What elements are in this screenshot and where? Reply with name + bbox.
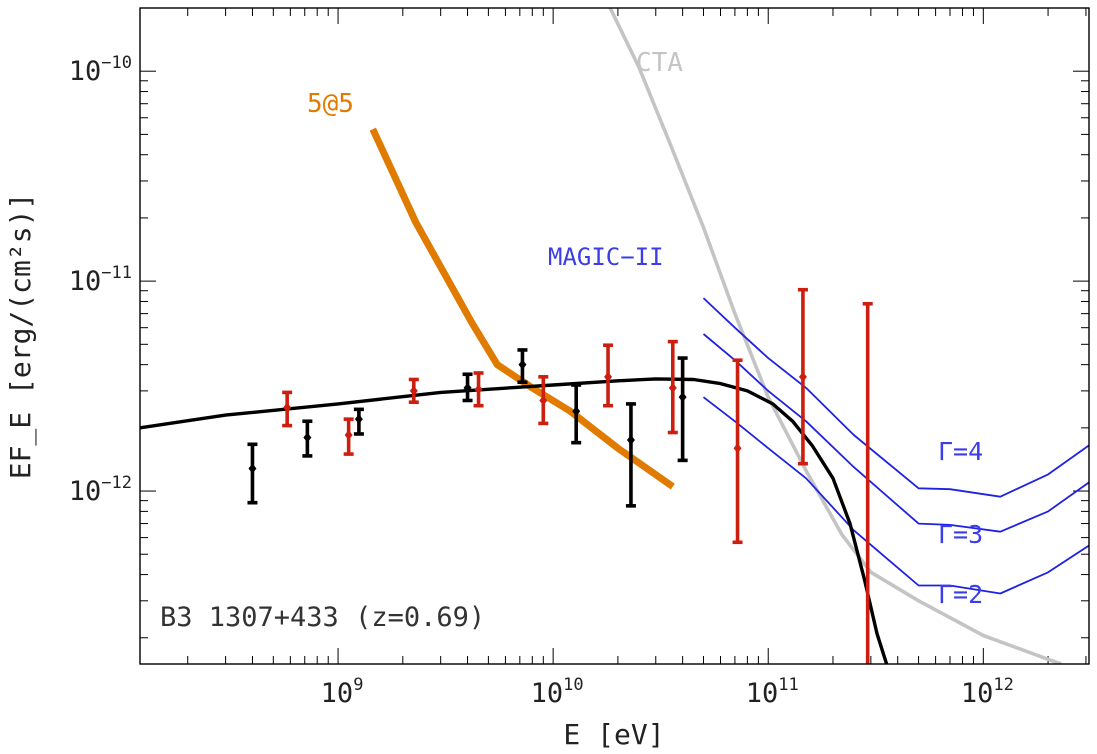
label-5at5: 5@5 xyxy=(307,89,354,119)
red-data-point xyxy=(344,429,353,440)
y-tick-label-1e-12: 10−12 xyxy=(69,473,132,507)
black-data-point xyxy=(626,435,635,446)
black-data-point xyxy=(572,406,581,417)
x-tick-labels: 109 1010 1011 1012 xyxy=(321,675,1014,709)
plot-frame xyxy=(139,7,1090,665)
label-gamma-2: Γ=2 xyxy=(938,580,983,609)
x-tick-label-1e9: 109 xyxy=(321,675,364,709)
magic-gamma2-curve xyxy=(702,396,1089,595)
red-data-point xyxy=(798,371,807,382)
y-tick-label-1e-11: 10−11 xyxy=(69,263,132,297)
x-tick-label-1e12: 1012 xyxy=(961,675,1014,709)
magic-gamma3-curve xyxy=(702,333,1089,533)
black-data-point xyxy=(248,463,257,474)
label-gamma-4: Γ=4 xyxy=(938,437,983,466)
magic-gamma4-curve xyxy=(702,297,1089,498)
red-data-point xyxy=(474,384,483,395)
red-data-point xyxy=(668,382,677,393)
black-data-point xyxy=(678,392,687,403)
label-gamma-3: Γ=3 xyxy=(938,520,983,549)
x-tick-label-1e10: 1010 xyxy=(531,675,584,709)
y-tick-labels: 10−10 10−11 10−12 xyxy=(69,53,132,507)
label-cta: CTA xyxy=(636,48,683,78)
plot-series xyxy=(140,8,1089,664)
x-tick-label-1e11: 1011 xyxy=(746,675,799,709)
label-magic-ii: MAGIC−II xyxy=(548,243,664,271)
sensitivity-5at5-curve xyxy=(369,127,675,490)
black-data-point xyxy=(463,382,472,393)
red-data-point xyxy=(283,402,292,413)
y-tick-label-1e-10: 10−10 xyxy=(69,53,132,87)
red-data-point xyxy=(409,385,418,396)
red-data-point xyxy=(604,371,613,382)
x-axis-label: E [eV] xyxy=(563,718,664,751)
black-data-point xyxy=(354,414,363,425)
red-data-point xyxy=(539,395,548,406)
model-curve xyxy=(140,377,889,664)
axis-ticks xyxy=(140,7,1089,664)
black-data-point xyxy=(303,432,312,443)
y-axis-label: EF_E [erg/(cm²s)] xyxy=(4,193,38,480)
black-data-point xyxy=(518,359,527,370)
sensitivity-cta-curve xyxy=(608,8,1062,664)
source-label: B3 1307+433 (z=0.69) xyxy=(160,602,485,633)
red-data-point xyxy=(733,443,742,454)
